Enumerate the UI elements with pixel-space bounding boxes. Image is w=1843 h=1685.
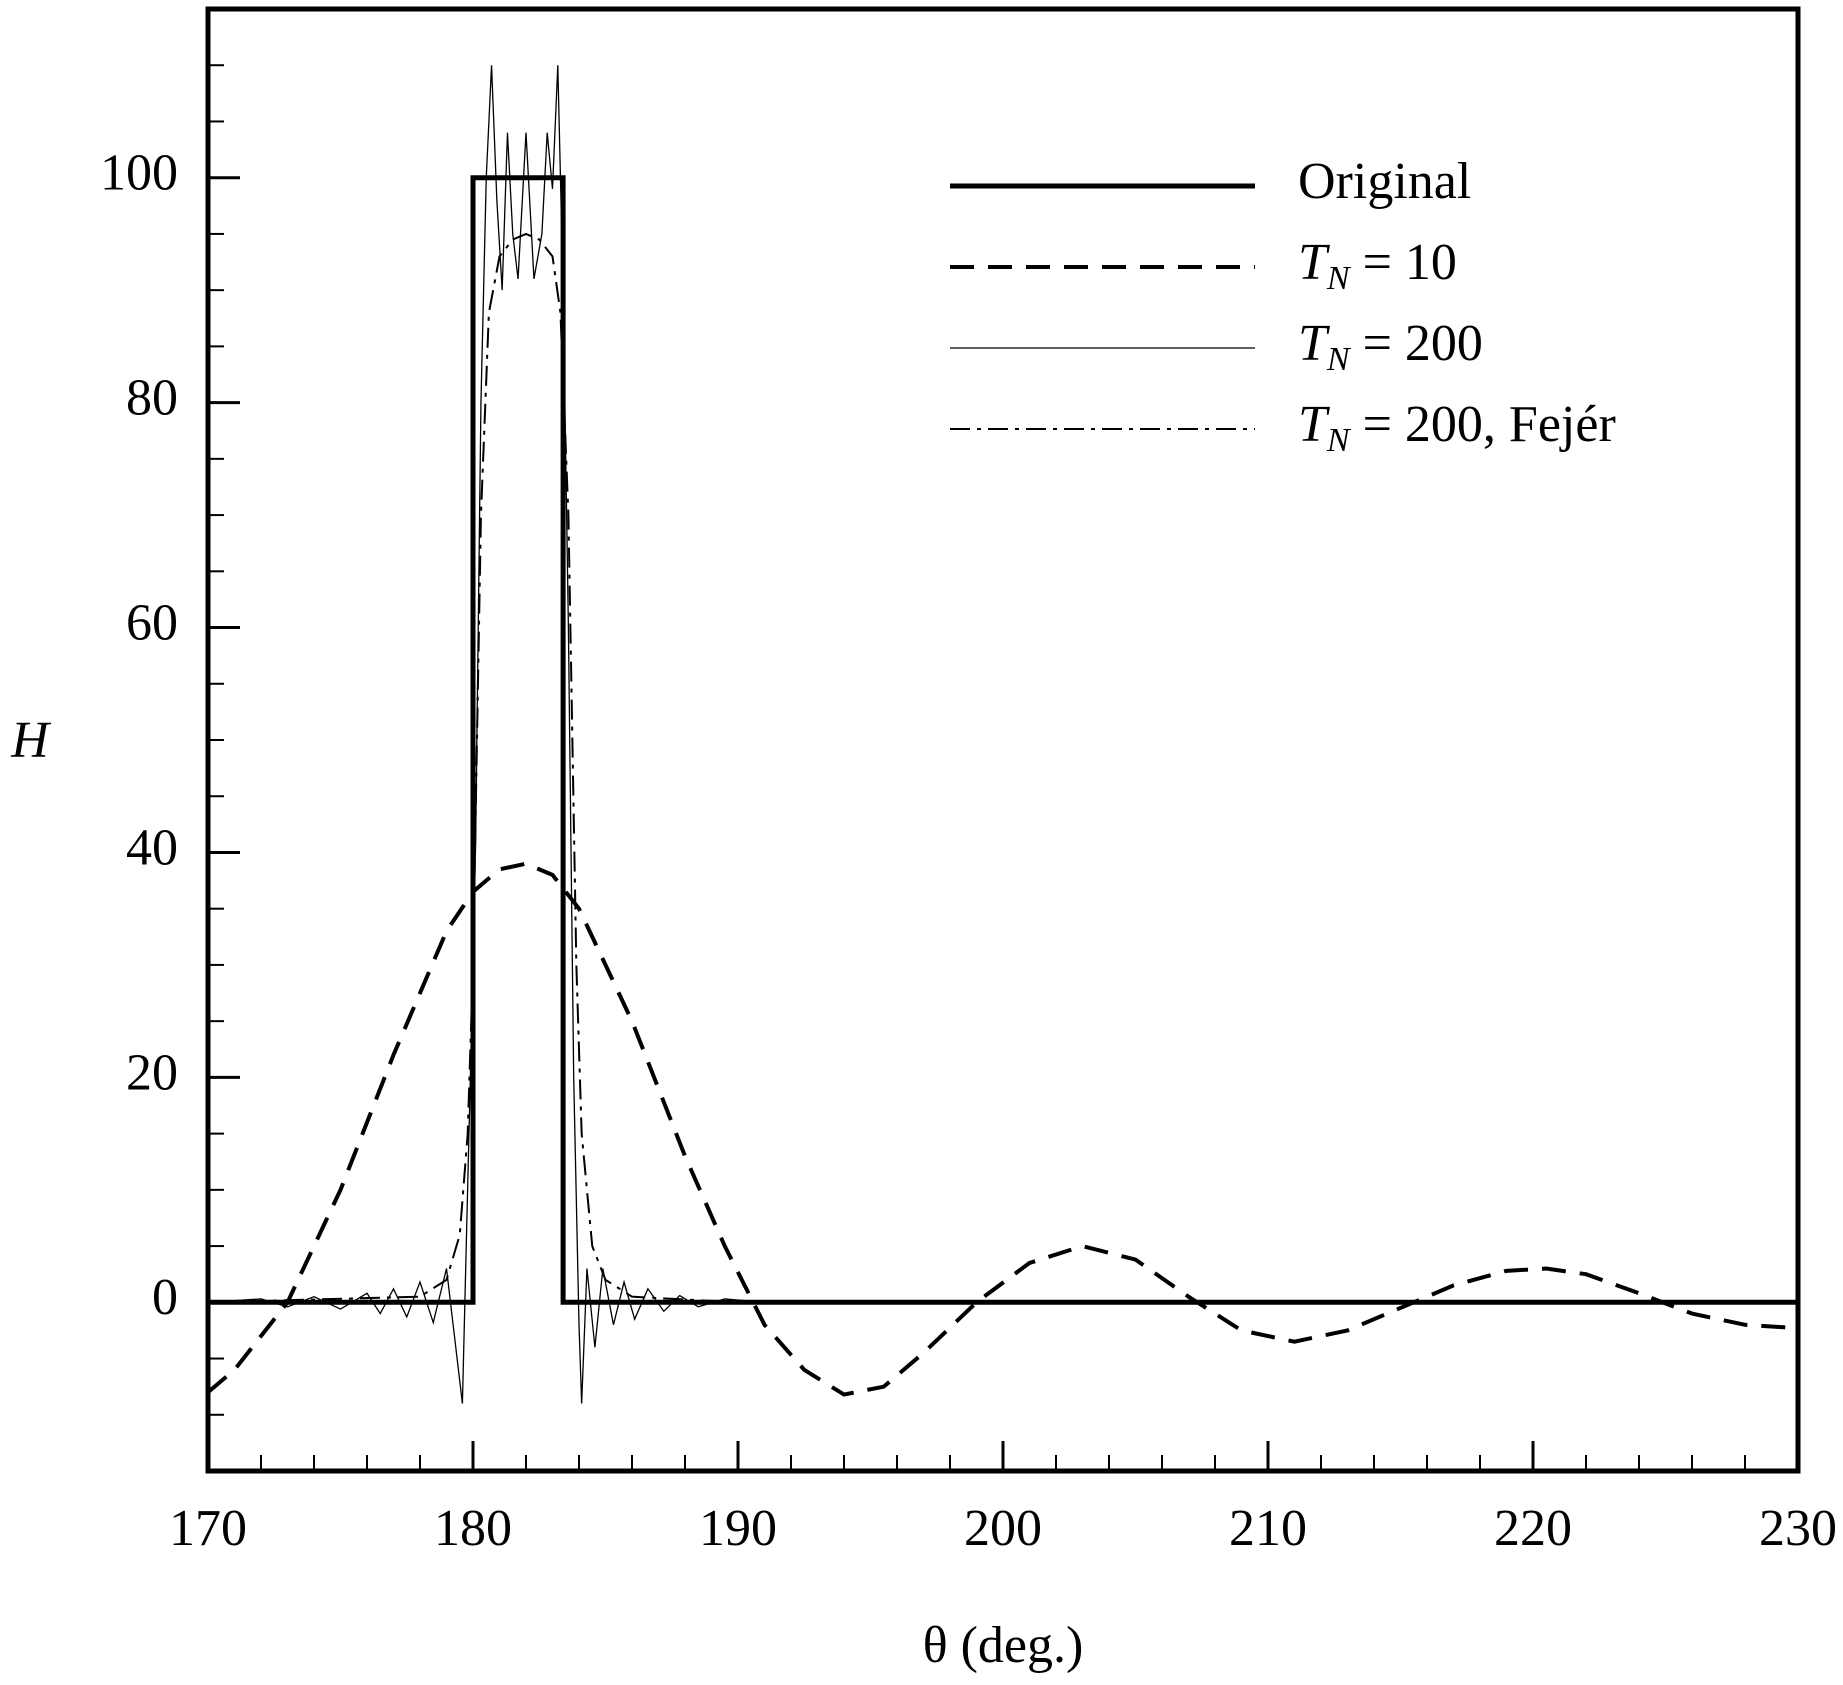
legend-label: TN = 200, Fejér [1298, 396, 1616, 459]
legend-label: TN = 10 [1298, 234, 1457, 297]
series-line [208, 65, 1798, 1404]
legend-label: TN = 200 [1298, 315, 1483, 378]
x-tick-label: 220 [1494, 1500, 1572, 1557]
series-line [208, 861, 1798, 1397]
y-tick-label: 80 [126, 370, 178, 427]
x-tick-label: 190 [699, 1500, 777, 1557]
x-tick-label: 170 [169, 1500, 247, 1557]
x-tick-label: 180 [434, 1500, 512, 1557]
y-tick-label: 20 [126, 1044, 178, 1101]
x-axis-label: θ (deg.) [923, 1617, 1084, 1674]
y-tick-label: 40 [126, 819, 178, 876]
x-tick-label: 210 [1229, 1500, 1307, 1557]
y-axis-label: H [10, 712, 51, 769]
y-tick-label: 60 [126, 594, 178, 651]
y-tick-label: 100 [100, 145, 178, 202]
legend-label: Original [1298, 153, 1471, 210]
x-tick-label: 200 [964, 1500, 1042, 1557]
x-tick-label: 230 [1759, 1500, 1837, 1557]
series-line [208, 175, 1798, 1305]
plot-frame [205, 6, 1801, 1474]
series-line [208, 232, 1798, 1304]
y-tick-label: 0 [152, 1269, 178, 1326]
